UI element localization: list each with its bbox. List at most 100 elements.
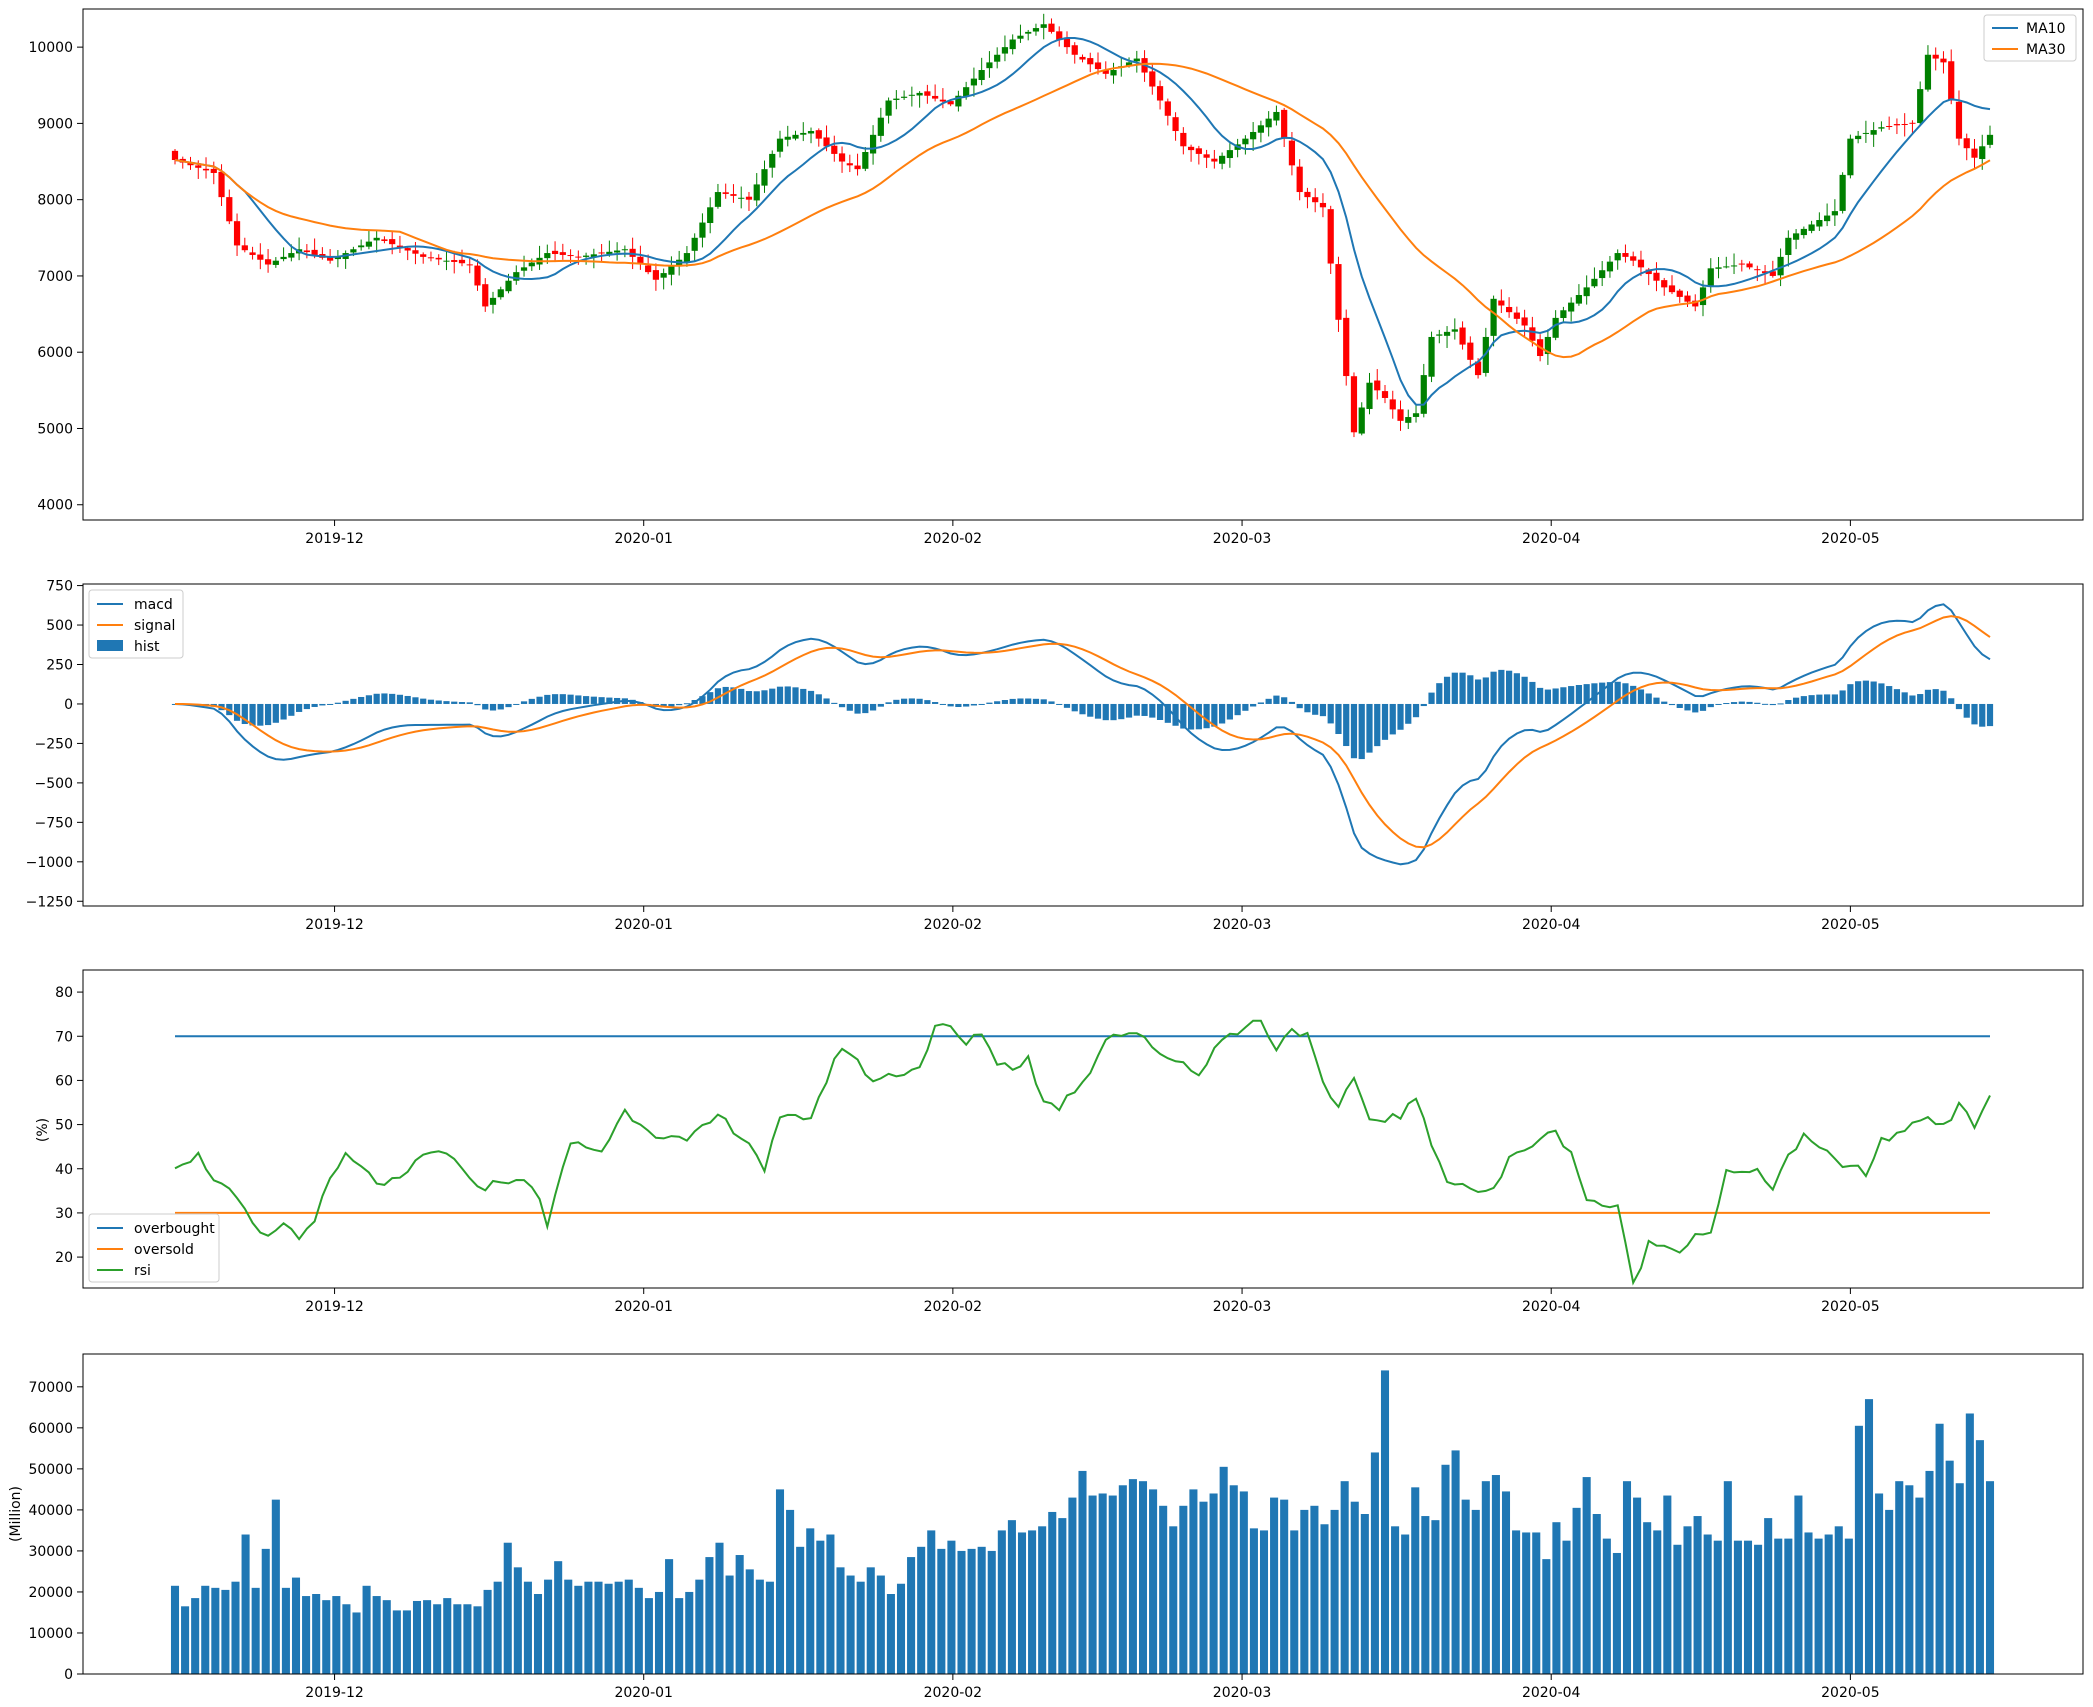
y-tick-label: 70	[55, 1029, 73, 1045]
hist-bar	[1637, 689, 1645, 704]
volume-bar	[1461, 1499, 1470, 1674]
candle-body	[1606, 261, 1614, 272]
hist-bar	[288, 703, 295, 716]
hist-bar	[1537, 687, 1544, 704]
candle-body	[482, 284, 489, 307]
candle-body	[443, 260, 450, 262]
volume-bar	[493, 1581, 502, 1674]
hist-legend-label: hist	[134, 639, 160, 655]
candle-body	[893, 98, 900, 100]
candle-body	[629, 248, 636, 257]
candle-body	[621, 249, 628, 251]
volume-bar	[836, 1567, 845, 1674]
volume-bar	[312, 1594, 321, 1674]
volume-bar	[201, 1585, 210, 1674]
hist-bar	[389, 693, 396, 704]
hist-bar	[1676, 703, 1683, 709]
candle-body	[1490, 298, 1497, 336]
volume-bar	[1532, 1532, 1541, 1674]
candle-body	[528, 262, 535, 267]
ma10-legend-label: MA10	[2026, 21, 2065, 37]
candle-body	[877, 117, 884, 136]
candle-body	[932, 95, 939, 99]
candle-body	[218, 171, 225, 198]
hist-bar	[582, 696, 590, 704]
hist-bar	[482, 703, 489, 710]
candle-body	[1661, 280, 1668, 288]
candle-body	[722, 192, 729, 194]
candle-body	[1164, 101, 1171, 116]
hist-bar	[1653, 697, 1660, 704]
hist-bar	[769, 688, 776, 704]
volume-bar	[907, 1557, 916, 1674]
hist-bar	[1358, 703, 1365, 760]
x-tick-label: 2020-03	[1213, 1299, 1272, 1315]
candle-body	[505, 280, 512, 292]
hist-bar	[776, 686, 784, 704]
candle-body	[412, 250, 419, 254]
volume-bar	[1592, 1514, 1601, 1674]
candle-body	[373, 237, 380, 241]
volume-bar	[352, 1612, 361, 1674]
candle-body	[202, 168, 210, 171]
hist-bar	[1552, 688, 1559, 704]
volume-bar	[533, 1594, 543, 1674]
candle-body	[1932, 54, 1939, 59]
candle-body	[474, 265, 481, 286]
candle-body	[1963, 138, 1970, 149]
candle-body	[1094, 62, 1102, 70]
volume-bar	[1058, 1518, 1067, 1674]
y-tick-label: −1250	[26, 894, 73, 910]
candle-body	[1831, 211, 1838, 216]
volume-bar	[1431, 1520, 1440, 1674]
hist-bar	[280, 703, 287, 720]
candle-body	[559, 252, 566, 255]
candle-body	[1009, 39, 1016, 50]
candle-body	[1870, 130, 1877, 135]
hist-bar	[1149, 703, 1156, 718]
hist-bar	[1568, 686, 1575, 704]
candle-body	[303, 250, 310, 253]
volume-bar	[453, 1604, 462, 1674]
x-tick-label: 2019-12	[305, 1299, 364, 1315]
x-tick-label: 2020-01	[614, 1299, 673, 1315]
candle-body	[551, 250, 559, 255]
volume-bar	[1411, 1487, 1420, 1674]
candle-body	[1521, 317, 1528, 326]
hist-bar	[233, 703, 241, 721]
candle-body	[1986, 134, 1994, 145]
volume-bar	[1512, 1530, 1521, 1674]
hist-bar	[1901, 692, 1908, 704]
volume-bar	[181, 1606, 190, 1674]
hist-bar	[1668, 703, 1676, 706]
volume-bar	[1088, 1495, 1097, 1674]
volume-bar	[1441, 1464, 1450, 1674]
x-tick-label: 2019-12	[305, 1685, 364, 1701]
hist-bar	[1986, 703, 1994, 727]
hist-bar	[753, 691, 760, 704]
hist-bar	[699, 696, 706, 704]
hist-bar	[745, 691, 753, 704]
volume-bar	[745, 1569, 754, 1674]
candle-body	[458, 259, 466, 264]
candle-body	[1079, 56, 1086, 60]
hist-bar	[1909, 695, 1916, 704]
candle-body	[1102, 69, 1109, 74]
volume-bar	[332, 1596, 341, 1674]
candle-body	[1761, 271, 1769, 274]
x-tick-label: 2020-04	[1522, 917, 1581, 933]
candle-body	[1637, 259, 1645, 268]
volume-bar	[1350, 1501, 1359, 1674]
volume-bar	[473, 1606, 482, 1674]
volume-bar	[1259, 1530, 1269, 1674]
volume-bar	[634, 1587, 643, 1674]
candle-body	[264, 259, 272, 265]
candle-body	[1374, 380, 1381, 391]
volume-bar	[1562, 1540, 1571, 1674]
volume-bar	[1451, 1450, 1460, 1674]
volume-bar	[614, 1581, 623, 1674]
hist-bar	[1164, 703, 1171, 723]
volume-bar	[1229, 1485, 1238, 1674]
volume-bar	[302, 1596, 311, 1674]
y-tick-label: 70000	[28, 1380, 73, 1396]
